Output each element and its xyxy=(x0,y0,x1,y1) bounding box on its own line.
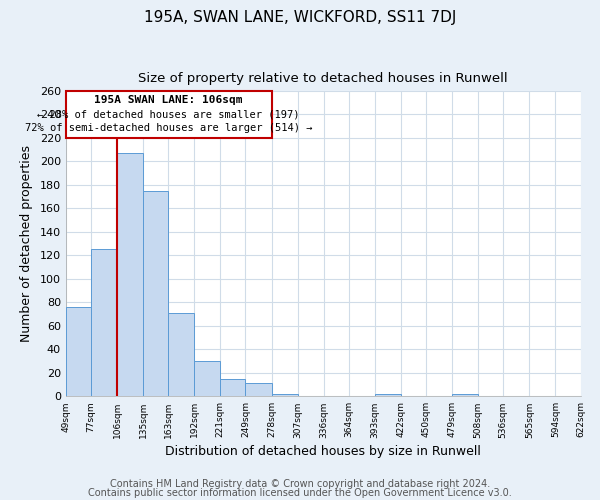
Bar xyxy=(194,361,220,396)
Bar xyxy=(272,394,298,396)
Title: Size of property relative to detached houses in Runwell: Size of property relative to detached ho… xyxy=(139,72,508,86)
Text: 195A SWAN LANE: 106sqm: 195A SWAN LANE: 106sqm xyxy=(94,95,243,105)
Y-axis label: Number of detached properties: Number of detached properties xyxy=(20,145,33,342)
X-axis label: Distribution of detached houses by size in Runwell: Distribution of detached houses by size … xyxy=(165,444,481,458)
Bar xyxy=(375,394,401,396)
Bar xyxy=(91,250,117,396)
Bar xyxy=(452,394,478,396)
Bar xyxy=(143,190,168,396)
Text: Contains public sector information licensed under the Open Government Licence v3: Contains public sector information licen… xyxy=(88,488,512,498)
Text: ← 28% of detached houses are smaller (197): ← 28% of detached houses are smaller (19… xyxy=(37,110,300,120)
FancyBboxPatch shape xyxy=(66,91,272,138)
Bar xyxy=(66,307,91,396)
Bar xyxy=(220,378,245,396)
Bar xyxy=(117,153,143,396)
Text: 72% of semi-detached houses are larger (514) →: 72% of semi-detached houses are larger (… xyxy=(25,124,313,134)
Text: Contains HM Land Registry data © Crown copyright and database right 2024.: Contains HM Land Registry data © Crown c… xyxy=(110,479,490,489)
Text: 195A, SWAN LANE, WICKFORD, SS11 7DJ: 195A, SWAN LANE, WICKFORD, SS11 7DJ xyxy=(144,10,456,25)
Bar xyxy=(245,384,272,396)
Bar xyxy=(168,313,194,396)
